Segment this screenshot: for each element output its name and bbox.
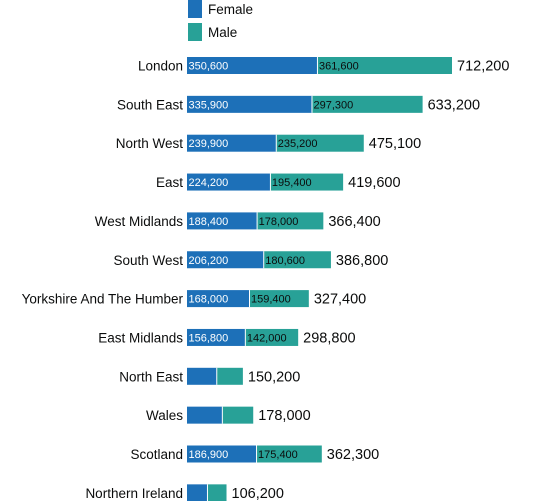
category-label: East [156,175,183,190]
bar-female [187,367,217,385]
bar-female [187,57,318,74]
category-label: East Midlands [98,330,183,345]
bar-male [317,57,452,74]
bar-male [222,406,254,424]
total-label: 150,200 [248,369,300,385]
category-label: West Midlands [95,214,184,229]
bar-male [216,367,243,385]
value-label-female: 239,900 [189,138,229,150]
value-label-male: 180,600 [265,255,305,267]
category-label: North West [116,136,184,151]
bar-female [187,406,223,424]
value-label-female: 168,000 [189,294,229,306]
total-label: 298,800 [303,330,355,346]
value-label-female: 156,800 [189,332,229,344]
value-label-male: 361,600 [319,61,359,73]
category-label: South West [113,253,183,268]
value-label-female: 350,600 [189,61,229,73]
value-label-male: 175,400 [258,449,298,461]
value-label-female: 186,900 [189,449,229,461]
value-label-male: 178,000 [259,216,299,228]
bar-female [187,328,246,346]
value-label-male: 297,300 [313,99,353,111]
bar-female [187,212,258,230]
bar-male [249,290,309,308]
value-label-female: 206,200 [189,255,229,267]
total-label: 106,200 [232,486,284,501]
bar-male [256,445,322,463]
total-label: 327,400 [314,292,366,308]
total-label: 633,200 [428,97,480,113]
category-label: Yorkshire And The Humber [22,292,184,307]
total-label: 712,200 [457,59,509,75]
bar-male [207,484,227,501]
bar-male [276,134,364,152]
value-label-male: 195,400 [272,177,312,189]
legend-label-female: Female [208,2,253,17]
legend-label-male: Male [208,25,237,40]
legend: Female Male [188,0,253,41]
bar-male [245,328,299,346]
bar-female [187,95,312,113]
category-label: Northern Ireland [85,486,183,501]
total-label: 366,400 [328,214,380,230]
category-label: Scotland [130,447,183,462]
total-label: 362,300 [327,447,379,463]
value-label-male: 159,400 [251,294,291,306]
value-label-male: 235,200 [278,138,318,150]
value-label-male: 142,000 [247,332,287,344]
total-label: 475,100 [369,136,421,152]
bars: London 350,600 361,600 712,200 South East 335… [22,57,509,501]
category-label: South East [117,97,183,112]
value-label-female: 224,200 [189,177,229,189]
bar-female [187,173,271,191]
bar-female [187,134,277,152]
bar-female [187,290,250,308]
legend-swatch-female [188,0,202,18]
legend-swatch-male [188,23,202,41]
total-label: 178,000 [258,408,310,424]
bar-male [311,95,423,113]
bar-male [263,251,331,269]
bar-female [187,251,264,269]
value-label-female: 335,900 [189,99,229,111]
bar-male [257,212,324,230]
category-label: Wales [146,408,183,423]
category-label: North East [119,369,183,384]
bar-male [270,173,344,191]
bar-female [187,484,208,501]
category-label: London [138,59,183,74]
value-label-female: 188,400 [189,216,229,228]
total-label: 386,800 [336,253,388,269]
total-label: 419,600 [348,175,400,191]
bar-female [187,445,257,463]
